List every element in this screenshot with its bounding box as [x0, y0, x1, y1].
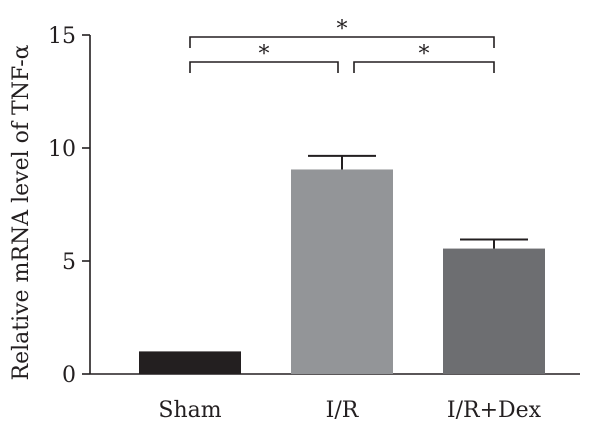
y-axis-title: Relative mRNA level of TNF-α: [9, 44, 34, 380]
x-tick-label-1: I/R: [326, 398, 360, 423]
y-tick-label-3: 15: [48, 24, 76, 49]
significance-bracket-2: [353, 61, 495, 73]
chart-marks: 0 5 10 15 Sham I/R I/R+Dex * * *: [48, 17, 545, 423]
bar-2: [443, 248, 545, 374]
significance-bracket-0: [189, 36, 495, 48]
y-tick-label-0: 0: [62, 363, 76, 388]
bar-0: [139, 351, 241, 374]
y-tick-label-1: 5: [62, 250, 76, 275]
significance-label-0: *: [337, 17, 348, 42]
bar-1: [291, 169, 393, 374]
significance-label-1: *: [259, 42, 270, 67]
significance-label-2: *: [419, 42, 430, 67]
significance-bracket-1: [189, 61, 339, 73]
y-tick-label-2: 10: [48, 137, 76, 162]
x-tick-label-2: I/R+Dex: [447, 398, 542, 423]
x-tick-label-0: Sham: [158, 398, 221, 423]
